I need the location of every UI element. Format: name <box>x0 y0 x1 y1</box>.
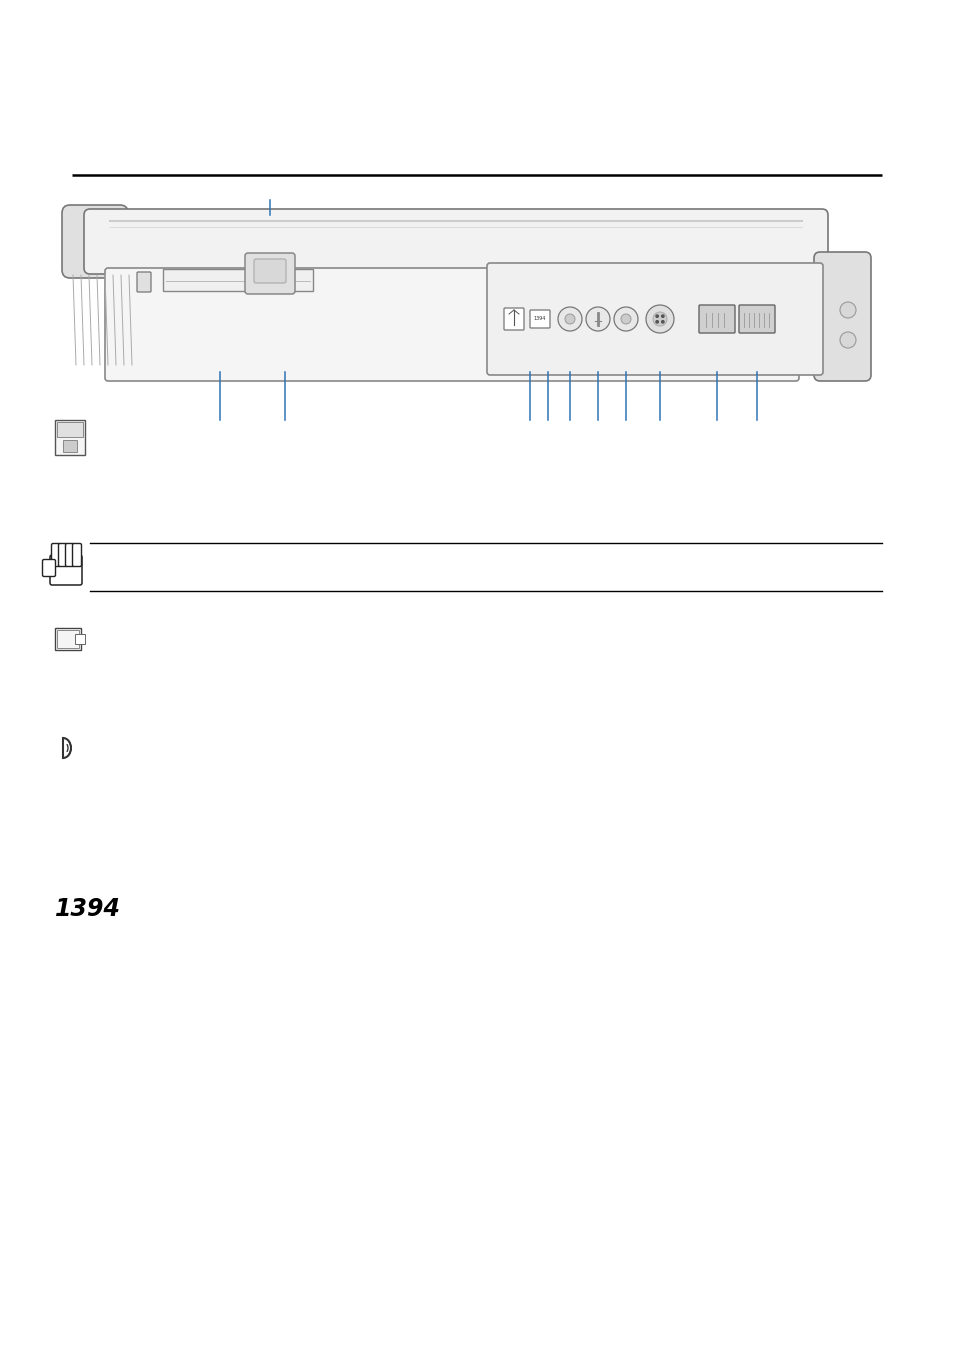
Circle shape <box>661 315 663 317</box>
FancyBboxPatch shape <box>43 559 55 577</box>
Bar <box>63 440 77 453</box>
FancyBboxPatch shape <box>66 543 74 566</box>
FancyBboxPatch shape <box>72 543 81 566</box>
Circle shape <box>585 307 609 331</box>
FancyBboxPatch shape <box>503 308 523 330</box>
Bar <box>57 630 79 648</box>
FancyBboxPatch shape <box>105 267 799 381</box>
Text: 1394: 1394 <box>55 897 121 921</box>
FancyBboxPatch shape <box>163 269 313 290</box>
Bar <box>57 422 83 436</box>
Circle shape <box>564 313 575 324</box>
Circle shape <box>614 307 638 331</box>
FancyBboxPatch shape <box>739 305 774 332</box>
FancyBboxPatch shape <box>813 253 870 381</box>
FancyBboxPatch shape <box>253 259 286 282</box>
FancyBboxPatch shape <box>50 555 82 585</box>
FancyBboxPatch shape <box>51 543 60 566</box>
Circle shape <box>558 307 581 331</box>
FancyBboxPatch shape <box>530 309 550 328</box>
FancyBboxPatch shape <box>486 263 822 376</box>
FancyBboxPatch shape <box>699 305 734 332</box>
Circle shape <box>661 320 663 323</box>
Bar <box>75 634 85 644</box>
Circle shape <box>840 332 855 349</box>
FancyBboxPatch shape <box>58 543 68 566</box>
Circle shape <box>840 303 855 317</box>
FancyBboxPatch shape <box>84 209 827 274</box>
Text: 1394: 1394 <box>534 316 546 322</box>
Circle shape <box>652 312 666 326</box>
FancyBboxPatch shape <box>62 205 128 278</box>
Circle shape <box>620 313 630 324</box>
Circle shape <box>656 320 658 323</box>
Bar <box>55 420 85 455</box>
Bar <box>55 628 81 650</box>
Circle shape <box>656 315 658 317</box>
FancyBboxPatch shape <box>245 253 294 295</box>
Circle shape <box>645 305 673 332</box>
FancyBboxPatch shape <box>137 272 151 292</box>
